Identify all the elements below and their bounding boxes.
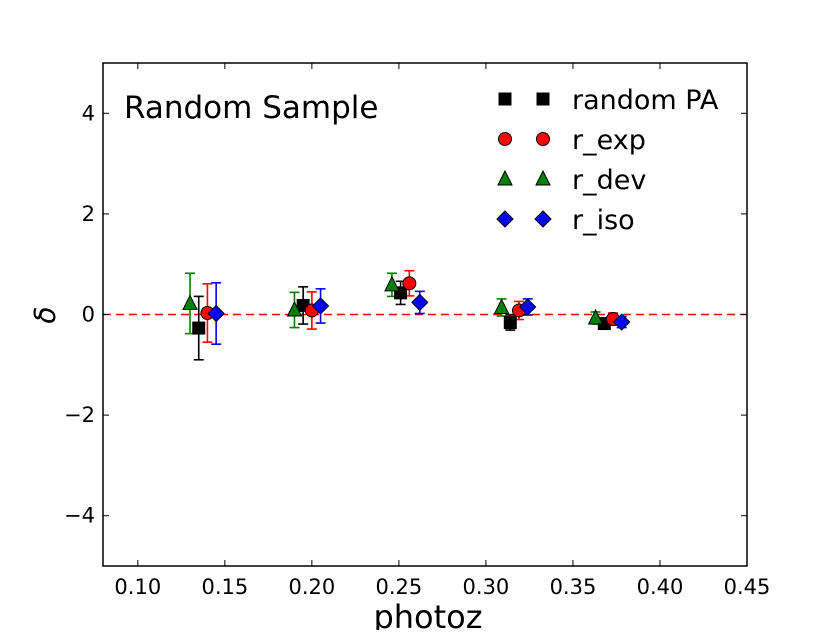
y-tick-label: 2 [82,202,95,226]
legend-label-r-exp: r_exp [572,125,646,156]
point-r-dev [182,294,198,310]
point-r-iso [207,304,225,323]
point-r-dev [493,298,510,314]
point-r-iso [612,313,631,331]
point-r-iso [411,293,429,312]
point-r-exp [402,276,417,291]
legend-marker-r-iso [534,210,552,228]
point-r-dev [286,300,303,317]
legend-marker-random-pa [498,92,512,106]
legend-label-r-dev: r_dev [572,165,646,196]
ticks-layer: 0.10 0.15 0.20 0.25 0.30 0.35 0.40 0.45 −4 −2 0 2 4 [64,63,770,599]
point-r-iso [311,297,330,315]
x-tick-label: 0.30 [463,575,510,599]
x-axis-label: photoz [373,598,482,630]
point-random-pa [192,321,206,335]
legend-marker-r-iso [496,210,514,228]
legend-label-r-iso: r_iso [572,205,635,236]
legend-label-random-pa: random PA [572,85,719,116]
point-r-iso [518,298,537,316]
marker-layer [182,275,631,335]
y-tick-label: −4 [64,504,95,528]
y-tick-label: −2 [64,403,95,427]
legend-marker-r-exp [536,132,550,146]
x-tick-label: 0.35 [550,575,597,599]
y-axis-label: δ [29,306,62,323]
point-r-dev [384,275,400,292]
x-tick-label: 0.15 [201,575,248,599]
y-tick-label: 0 [82,303,95,327]
point-random-pa [503,316,517,330]
legend-marker-random-pa [536,92,550,106]
plot-frame [102,62,748,567]
x-tick-label: 0.45 [724,575,771,599]
y-tick-label: 4 [82,101,95,125]
legend-marker-r-dev [535,169,551,186]
legend: random PA r_exp r_dev r_iso [496,85,719,236]
x-tick-label: 0.25 [376,575,423,599]
x-tick-label: 0.40 [637,575,684,599]
x-tick-label: 0.20 [288,575,335,599]
x-tick-label: 0.10 [114,575,161,599]
legend-marker-r-exp [498,132,512,146]
point-r-dev [587,308,604,325]
legend-marker-r-dev [497,169,513,186]
sample-annotation: Random Sample [124,90,378,126]
